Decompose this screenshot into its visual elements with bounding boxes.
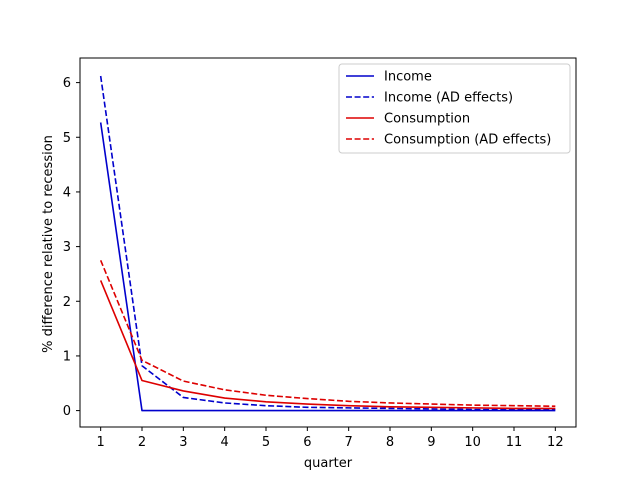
x-tick-label: 1 [97,435,105,450]
y-tick-label: 2 [63,295,71,310]
y-tick-label: 6 [63,76,71,91]
y-tick-label: 0 [63,404,71,419]
x-tick-label: 7 [345,435,353,450]
x-tick-label: 4 [221,435,229,450]
y-tick-label: 1 [63,349,71,364]
series-line-2 [99,75,556,411]
plot-frame [79,57,577,428]
x-tick-label: 5 [262,435,270,450]
legend-label-1: Income [384,70,432,85]
series-line-4 [99,259,556,408]
x-tick-label: 12 [547,435,564,450]
y-tick-label: 5 [63,131,71,146]
x-tick-label: 6 [303,435,311,450]
y-tick-label: 3 [63,240,71,255]
y-tick-label: 4 [63,185,71,200]
legend-box [338,63,571,154]
legend-label-2: Income (AD effects) [384,91,513,106]
x-tick-label: 11 [506,435,523,450]
legend-label-3: Consumption [384,112,470,127]
legend: Income Income (AD effects) Consumption Cons… [338,63,571,154]
series-line-1 [99,122,556,412]
x-tick-label: 10 [464,435,481,450]
x-tick-label: 3 [179,435,187,450]
legend-label-4: Consumption (AD effects) [384,133,551,148]
x-tick-label: 8 [386,435,394,450]
y-axis-title: % difference relative to recession [41,135,56,353]
plot-area [99,75,556,412]
x-tick-label: 2 [138,435,146,450]
x-tick-label: 9 [427,435,435,450]
x-axis-title: quarter [304,456,353,471]
series-line-3 [99,280,556,410]
